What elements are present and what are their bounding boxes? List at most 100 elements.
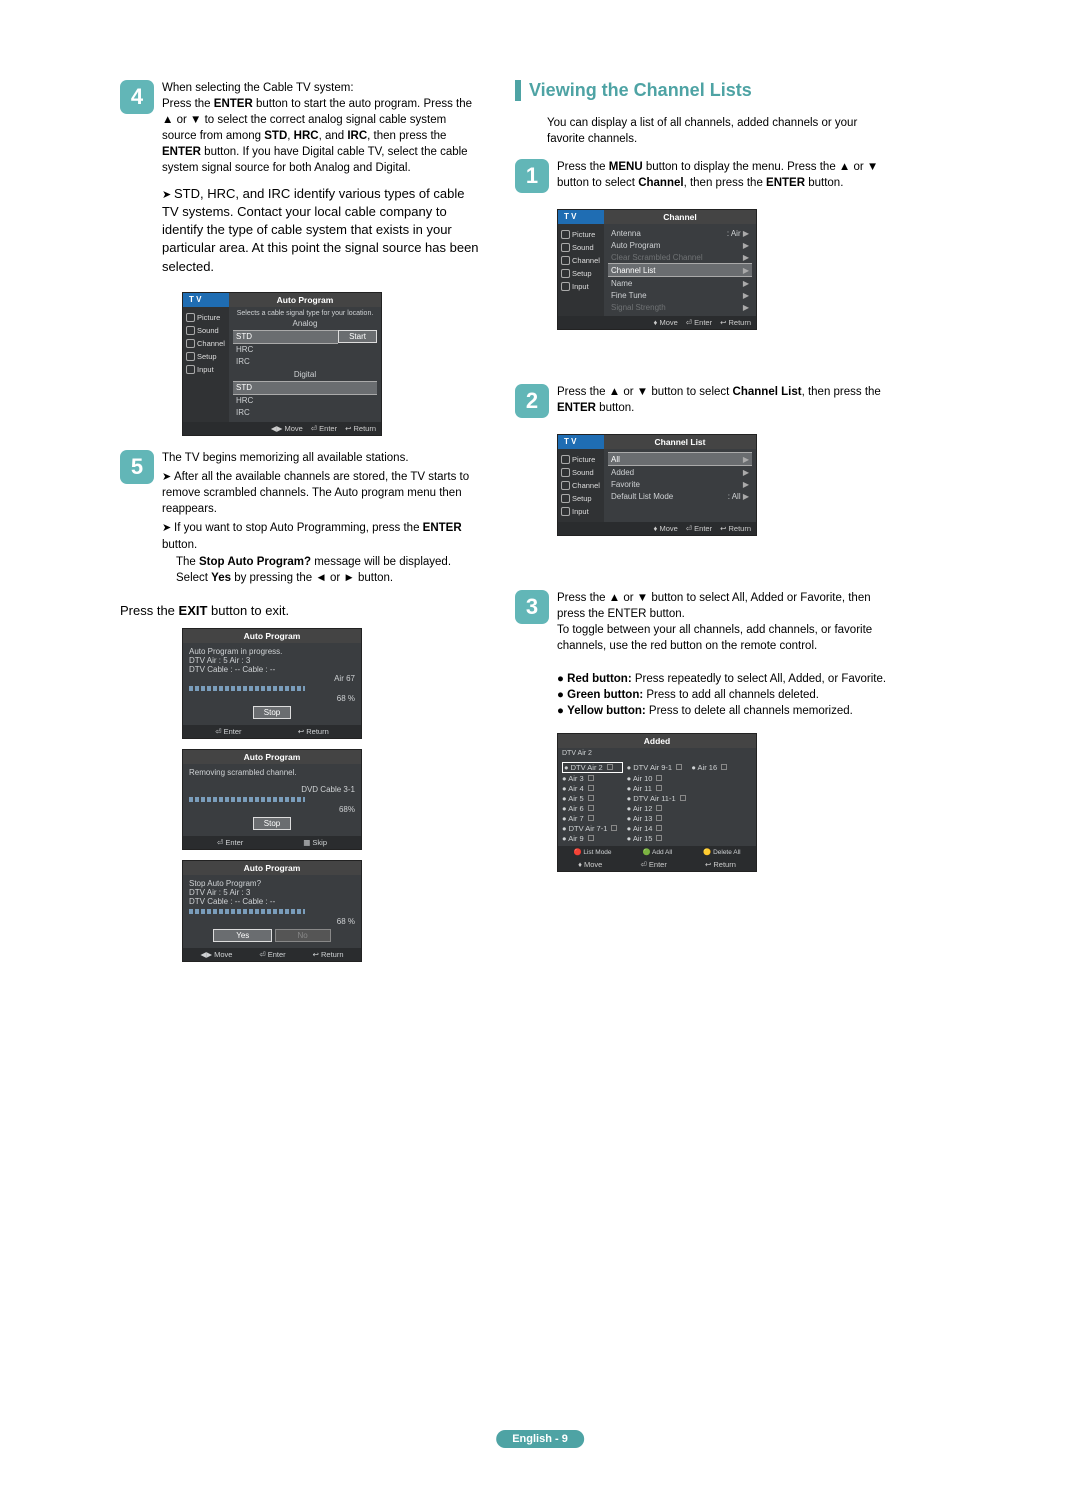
opt[interactable]: STD xyxy=(233,330,338,344)
channel-cell[interactable]: ● DTV Air 9-1 xyxy=(627,762,688,773)
menu-row[interactable]: Channel List ▶ xyxy=(608,263,752,277)
side-item[interactable]: Input xyxy=(558,280,604,293)
channel-cell[interactable]: ● Air 14 xyxy=(627,824,688,833)
side-item[interactable]: Channel xyxy=(558,479,604,492)
side-item[interactable]: Input xyxy=(558,505,604,518)
t: Green button: xyxy=(567,689,643,701)
menu-row[interactable]: Antenna: Air ▶ xyxy=(608,227,752,239)
menu-row[interactable]: Name ▶ xyxy=(608,277,752,289)
channel-cell[interactable]: ● Air 13 xyxy=(627,814,688,823)
channel-cell[interactable] xyxy=(691,814,752,823)
t: Picture xyxy=(572,230,595,239)
menu-row[interactable]: Signal Strength ▶ xyxy=(608,301,752,313)
t: button. xyxy=(596,402,634,414)
page-number: English - 9 xyxy=(496,1430,584,1448)
opt[interactable]: HRC xyxy=(233,344,377,356)
t: Skip xyxy=(312,838,327,847)
channel-cell[interactable] xyxy=(691,784,752,793)
menu-row[interactable]: Clear Scrambled Channel ▶ xyxy=(608,251,752,263)
no-button[interactable]: No xyxy=(275,929,331,942)
sound-icon xyxy=(561,468,570,477)
b1: ● Red button: Press repeatedly to select… xyxy=(567,671,895,687)
side-item[interactable]: Setup xyxy=(558,267,604,280)
t: STD, HRC, and IRC identify various types… xyxy=(162,186,479,274)
t: Sound xyxy=(197,326,219,335)
opt[interactable]: IRC xyxy=(233,407,377,419)
foot-move: ◀▶ Move xyxy=(200,950,232,959)
start-button[interactable]: Start xyxy=(338,330,377,343)
channel-cell[interactable]: ● DTV Air 2 xyxy=(562,762,623,773)
side-item[interactable]: Picture xyxy=(558,453,604,466)
menu-row[interactable]: Auto Program ▶ xyxy=(608,239,752,251)
osd-main: Antenna: Air ▶Auto Program ▶Clear Scramb… xyxy=(604,224,756,316)
manual-page: 4 When selecting the Cable TV system: Pr… xyxy=(0,0,1080,1488)
side-item[interactable]: Channel xyxy=(558,254,604,267)
opt[interactable]: STD xyxy=(233,381,377,395)
side-item[interactable]: Sound xyxy=(558,466,604,479)
menu-row[interactable]: All ▶ xyxy=(608,452,752,466)
channel-cell[interactable] xyxy=(691,824,752,833)
osd-auto-program-cable: T V Auto Program Picture Sound Channel S… xyxy=(182,292,382,436)
channel-cell[interactable]: ● DTV Air 11-1 xyxy=(627,794,688,803)
side-item[interactable]: Picture xyxy=(183,311,229,324)
arrow-icon xyxy=(162,469,174,485)
b2: ● Green button: Press to add all channel… xyxy=(567,687,895,703)
t: HRC xyxy=(236,345,253,354)
channel-cell[interactable]: ● Air 12 xyxy=(627,804,688,813)
step-2: 2 Press the ▲ or ▼ button to select Chan… xyxy=(515,384,895,418)
r: 68 % xyxy=(189,917,355,926)
t: ENTER xyxy=(766,177,805,189)
channel-cell[interactable] xyxy=(691,804,752,813)
stop-button[interactable]: Stop xyxy=(253,817,291,830)
t: STD xyxy=(264,130,287,142)
side-item[interactable]: Channel xyxy=(183,337,229,350)
channel-cell[interactable] xyxy=(691,794,752,803)
channel-cell[interactable] xyxy=(691,834,752,843)
setup-icon xyxy=(186,352,195,361)
t: Yellow button: xyxy=(567,705,646,717)
t: ENTER xyxy=(423,522,462,534)
sound-icon xyxy=(561,243,570,252)
side-item[interactable]: Input xyxy=(183,363,229,376)
step-3: 3 Press the ▲ or ▼ button to select All,… xyxy=(515,590,895,654)
channel-cell[interactable]: ● Air 7 xyxy=(562,814,623,823)
foot-return: ↩ Return xyxy=(705,860,736,869)
channel-cell[interactable]: ● Air 16 xyxy=(691,762,752,773)
side-item[interactable]: Sound xyxy=(183,324,229,337)
channel-cell[interactable] xyxy=(691,774,752,783)
t: ENTER xyxy=(557,402,596,414)
side-item[interactable]: Setup xyxy=(183,350,229,363)
right-column: Viewing the Channel Lists You can displa… xyxy=(515,80,895,886)
side-item[interactable]: Picture xyxy=(558,228,604,241)
channel-cell[interactable]: ● Air 3 xyxy=(562,774,623,783)
yes-button[interactable]: Yes xyxy=(213,929,272,942)
side-item[interactable]: Setup xyxy=(558,492,604,505)
channel-cell[interactable]: ● DTV Air 7-1 xyxy=(562,824,623,833)
channel-cell[interactable]: ● Air 9 xyxy=(562,834,623,843)
t: Move xyxy=(284,424,302,433)
t: If you want to stop Auto Programming, pr… xyxy=(174,522,423,534)
input-icon xyxy=(561,507,570,516)
menu-row[interactable]: Default List Mode: All ▶ xyxy=(608,490,752,502)
channel-cell[interactable]: ● Air 6 xyxy=(562,804,623,813)
step-4-badge: 4 xyxy=(120,80,154,114)
channel-cell[interactable]: ● Air 11 xyxy=(627,784,688,793)
channel-cell[interactable]: ● Air 5 xyxy=(562,794,623,803)
step-2-text: Press the ▲ or ▼ button to select Channe… xyxy=(557,384,895,416)
t: EXIT xyxy=(179,603,208,618)
menu-row[interactable]: Added ▶ xyxy=(608,466,752,478)
channel-cell[interactable]: ● Air 15 xyxy=(627,834,688,843)
step-1: 1 Press the MENU button to display the m… xyxy=(515,159,895,193)
t: , then press the xyxy=(367,130,446,142)
menu-row[interactable]: Favorite ▶ xyxy=(608,478,752,490)
menu-row[interactable]: Fine Tune ▶ xyxy=(608,289,752,301)
stop-button[interactable]: Stop xyxy=(253,706,291,719)
channel-cell[interactable]: ● Air 4 xyxy=(562,784,623,793)
opt[interactable]: HRC xyxy=(233,395,377,407)
channel-cell[interactable]: ● Air 10 xyxy=(627,774,688,783)
opt[interactable]: IRC xyxy=(233,356,377,368)
osd-main: Selects a cable signal type for your loc… xyxy=(229,307,381,422)
osd-footer: ♦ Move ⏎ Enter ↩ Return xyxy=(558,316,756,329)
side-item[interactable]: Sound xyxy=(558,241,604,254)
t: To toggle between your all channels, add… xyxy=(557,622,895,654)
